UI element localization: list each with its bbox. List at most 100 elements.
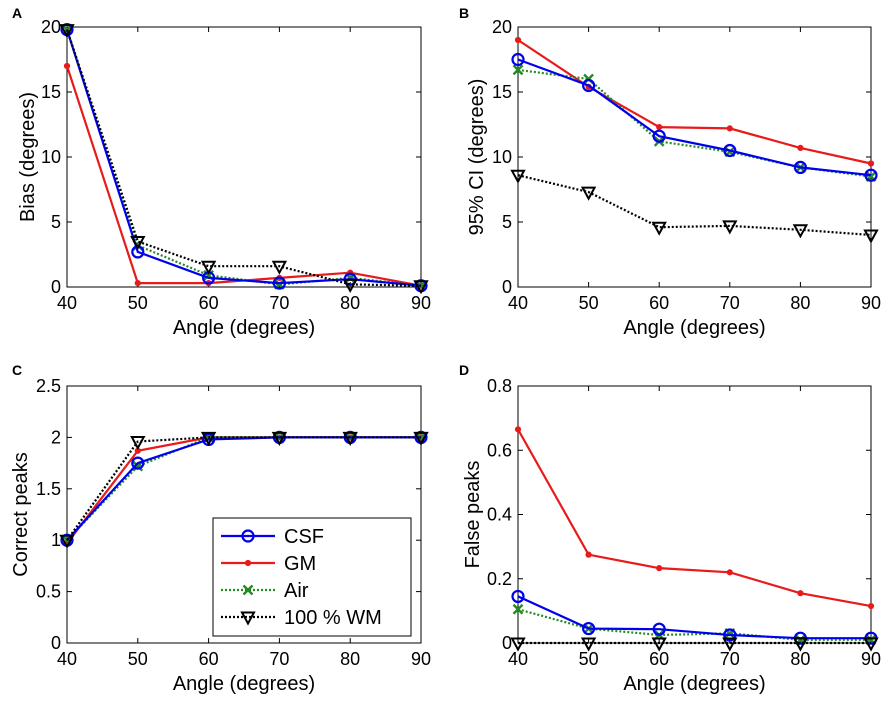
y-tick-label: 15 [492,82,512,102]
data-point-csf [652,129,666,143]
series-line-100-wm [517,174,872,237]
y-tick-label: 0 [502,633,512,653]
legend: CSF GM Air 100 % WM [212,517,412,637]
legend-label: Air [284,580,309,602]
x-axis-label: Angle (degrees) [623,317,765,339]
y-tick-label: 0 [51,633,61,653]
data-point-gm [134,280,141,287]
y-tick-label: 5 [51,212,61,232]
data-point-csf [864,168,878,182]
y-tick-label: 2.5 [36,376,61,396]
data-point-100-wm [59,534,75,549]
x-tick-label: 90 [411,293,431,313]
y-tick-label: 20 [492,17,512,37]
data-point-100-wm [580,637,597,652]
x-tick-label: 40 [57,649,77,669]
data-point-100-wm [342,278,358,293]
data-point-gm [514,426,522,433]
y-axis-label: Correct peaks [10,452,32,577]
legend-marker [242,584,254,596]
legend-entry-csf: CSF [221,526,324,548]
data-point-100-wm [413,280,429,295]
series-line-csf [517,595,871,640]
y-axis-label: False peaks [462,461,484,569]
y-tick-label: 0.2 [487,569,512,589]
y-tick-label: 15 [41,82,61,102]
data-point-gm [656,565,663,572]
data-point-100-wm [792,637,809,652]
legend-marker [240,611,256,626]
y-tick-label: 1 [51,530,61,550]
legend-label: CSF [284,526,324,548]
data-point-gm [867,160,875,167]
data-point-gm [585,551,592,558]
x-tick-label: 70 [720,293,740,313]
x-tick-label: 50 [579,649,599,669]
x-tick-label: 60 [199,649,219,669]
x-tick-label: 50 [579,293,599,313]
y-tick-label: 0 [51,277,61,297]
x-axis-label: Angle (degrees) [623,673,765,695]
y-tick-label: 0.6 [487,440,512,460]
series-line-gm [517,39,872,165]
data-point-100-wm [271,260,288,275]
series-csf [511,589,878,645]
data-point-100-wm [510,637,526,652]
x-axis-label: Angle (degrees) [173,673,315,695]
plot-frame [517,385,872,644]
y-tick-label: 0.8 [487,376,512,396]
x-tick-label: 90 [411,649,431,669]
y-tick-label: 2 [51,427,61,447]
x-tick-label: 50 [128,293,148,313]
panel-letter: D [459,362,469,378]
series-100-wm [510,169,879,244]
data-point-csf [652,622,666,636]
data-point-100-wm [342,431,358,446]
series-100-wm [59,431,429,549]
legend-label: 100 % WM [284,607,382,629]
data-point-100-wm [863,229,879,244]
legend-entry-gm: GM [221,553,316,575]
panel-b: B 40 50 60 70 80 90 0 5 10 15 20 Angle (degrees) 95% … [459,5,881,339]
x-tick-label: 40 [57,293,77,313]
x-tick-label: 70 [269,293,289,313]
y-tick-label: 5 [502,212,512,232]
series-line-100-wm [65,29,422,287]
data-point-csf [723,143,737,158]
x-tick-label: 80 [340,649,360,669]
y-tick-label: 10 [492,147,512,167]
y-axis-label: 95% CI (degrees) [466,79,488,236]
x-tick-label: 60 [649,293,669,313]
x-tick-label: 90 [861,649,881,669]
legend-entry-100-wm: 100 % WM [221,607,382,629]
data-point-gm [797,144,804,151]
y-tick-label: 0 [502,277,512,297]
x-tick-label: 60 [199,293,219,313]
data-point-gm [514,36,522,44]
data-point-gm [726,569,733,576]
x-tick-label: 80 [790,649,810,669]
data-point-100-wm [722,637,738,652]
data-point-csf [272,276,286,290]
series-line-gm [517,428,872,608]
series-line-csf [517,58,872,177]
data-point-100-wm [59,24,75,39]
x-tick-label: 90 [861,293,881,313]
y-tick-label: 10 [41,147,61,167]
data-point-gm [656,124,663,131]
data-point-gm [867,602,875,610]
data-point-100-wm [413,431,429,446]
data-point-csf [581,621,596,636]
series-line-100-wm [66,436,421,541]
data-point-air [512,603,524,615]
x-tick-label: 70 [720,649,740,669]
panel-letter: A [12,5,22,21]
data-point-100-wm [200,431,217,446]
legend-entry-air: Air [221,580,309,602]
data-point-csf [511,589,525,604]
data-point-100-wm [200,260,217,275]
data-point-100-wm [863,637,879,652]
y-axis-label: Bias (degrees) [17,92,39,222]
data-point-100-wm [130,436,146,451]
panel-a: A 40 50 60 70 80 90 0 5 10 15 20 Angle (degrees) Bias… [12,5,431,339]
